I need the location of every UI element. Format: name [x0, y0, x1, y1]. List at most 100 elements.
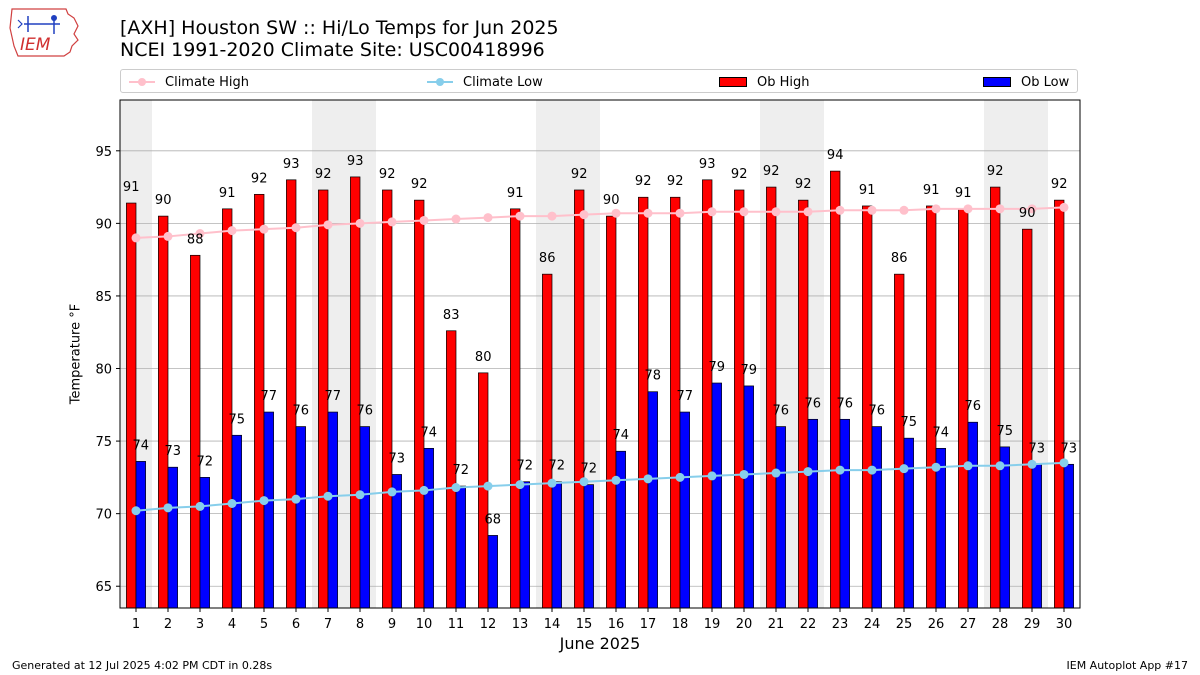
climate-high-point	[451, 214, 461, 224]
ob-low-value-label: 73	[389, 451, 406, 466]
x-axis-label: June 2025	[559, 634, 641, 653]
ob-high-bar	[414, 199, 425, 609]
ob-high-value-label: 92	[571, 167, 588, 182]
climate-low-point	[483, 481, 493, 491]
legend-item-ob-low: Ob Low	[983, 70, 1069, 94]
ob-high-value-label: 92	[667, 174, 684, 189]
x-tick-label: 20	[736, 617, 753, 632]
climate-high-marker-icon	[129, 78, 155, 86]
ob-low-value-label: 75	[997, 424, 1014, 439]
ob-low-value-label: 74	[421, 425, 438, 440]
climate-high-point	[547, 211, 557, 221]
x-tick-label: 17	[640, 617, 657, 632]
y-tick-label: 95	[95, 145, 112, 160]
ob-low-value-label: 75	[901, 415, 918, 430]
climate-high-point	[643, 208, 653, 218]
climate-high-point	[931, 204, 941, 214]
ob-high-value-label: 92	[763, 164, 780, 179]
ob-low-value-label: 76	[805, 396, 822, 411]
ob-low-value-label: 72	[453, 463, 470, 478]
ob-low-value-label: 77	[677, 389, 694, 404]
ob-low-bar	[807, 418, 818, 609]
ob-high-swatch-icon	[719, 77, 747, 87]
x-tick-label: 19	[704, 617, 721, 632]
climate-low-point	[835, 465, 845, 475]
climate-low-point	[1027, 459, 1037, 469]
ob-high-bar	[894, 273, 905, 609]
x-tick-label: 7	[324, 617, 332, 632]
y-tick-label: 80	[95, 363, 112, 378]
climate-low-point	[675, 472, 685, 482]
climate-low-point	[451, 483, 461, 493]
climate-low-point	[803, 467, 813, 477]
ob-low-value-label: 79	[709, 360, 726, 375]
ob-low-value-label: 74	[613, 428, 630, 443]
x-tick-label: 22	[800, 617, 817, 632]
climate-high-point	[675, 208, 685, 218]
ob-low-bar	[711, 382, 722, 609]
y-tick-label: 70	[95, 508, 112, 523]
ob-high-bar	[542, 273, 553, 609]
ob-low-value-label: 78	[645, 369, 662, 384]
x-tick-label: 18	[672, 617, 689, 632]
climate-high-point	[835, 205, 845, 215]
logo-text: IEM	[20, 35, 51, 55]
climate-low-point	[291, 494, 301, 504]
ob-low-bar	[935, 447, 946, 609]
ob-low-bar	[327, 411, 338, 609]
ob-high-value-label: 92	[731, 167, 748, 182]
climate-high-point	[803, 207, 813, 217]
climate-low-point	[227, 498, 237, 508]
x-tick-label: 25	[896, 617, 913, 632]
ob-low-bar	[1031, 463, 1042, 609]
ob-high-bar	[1022, 228, 1033, 609]
ob-high-bar	[734, 189, 745, 609]
ob-high-value-label: 91	[955, 186, 972, 201]
ob-high-value-label: 80	[475, 350, 492, 365]
ob-high-value-label: 91	[507, 186, 524, 201]
app-credit: IEM Autoplot App #17	[1066, 659, 1189, 672]
climate-low-point	[387, 487, 397, 497]
ob-high-value-label: 92	[411, 177, 428, 192]
climate-low-point	[963, 461, 973, 471]
ob-low-value-label: 72	[581, 462, 598, 477]
climate-high-point	[1027, 204, 1037, 214]
legend-label: Climate High	[165, 74, 250, 90]
ob-high-bar	[478, 372, 489, 609]
ob-high-value-label: 92	[251, 171, 268, 186]
x-tick-label: 29	[1024, 617, 1041, 632]
generated-timestamp: Generated at 12 Jul 2025 4:02 PM CDT in …	[12, 659, 273, 672]
ob-high-value-label: 86	[539, 251, 556, 266]
climate-high-point	[739, 207, 749, 217]
climate-low-point	[195, 501, 205, 511]
climate-high-line	[135, 206, 1065, 239]
x-tick-label: 1	[132, 617, 140, 632]
climate-high-point	[579, 210, 589, 220]
ob-high-bar	[158, 215, 169, 609]
ob-high-value-label: 92	[987, 164, 1004, 179]
x-tick-label: 21	[768, 617, 785, 632]
ob-low-bar	[519, 481, 530, 609]
ob-high-value-label: 90	[155, 193, 172, 208]
climate-high-point	[323, 220, 333, 230]
chart-subtitle: NCEI 1991-2020 Climate Site: USC00418996	[120, 39, 545, 61]
ob-high-bar	[382, 189, 393, 609]
climate-high-point	[195, 229, 205, 239]
ob-high-value-label: 91	[123, 180, 140, 195]
climate-low-point	[867, 465, 877, 475]
ob-low-bar	[231, 434, 242, 609]
climate-high-point	[1059, 202, 1069, 212]
ob-high-value-label: 83	[443, 308, 460, 323]
legend-item-ob-high: Ob High	[719, 70, 810, 94]
ob-low-value-label: 76	[837, 396, 854, 411]
ob-low-bar	[679, 411, 690, 609]
climate-low-point	[547, 478, 557, 488]
climate-low-point	[355, 490, 365, 500]
ob-high-bar	[702, 179, 713, 609]
ob-low-value-label: 74	[933, 425, 950, 440]
climate-high-point	[707, 207, 717, 217]
ob-low-bar	[295, 426, 306, 609]
ob-low-bar	[199, 477, 210, 609]
climate-high-point	[291, 223, 301, 233]
ob-low-bar	[423, 447, 434, 609]
